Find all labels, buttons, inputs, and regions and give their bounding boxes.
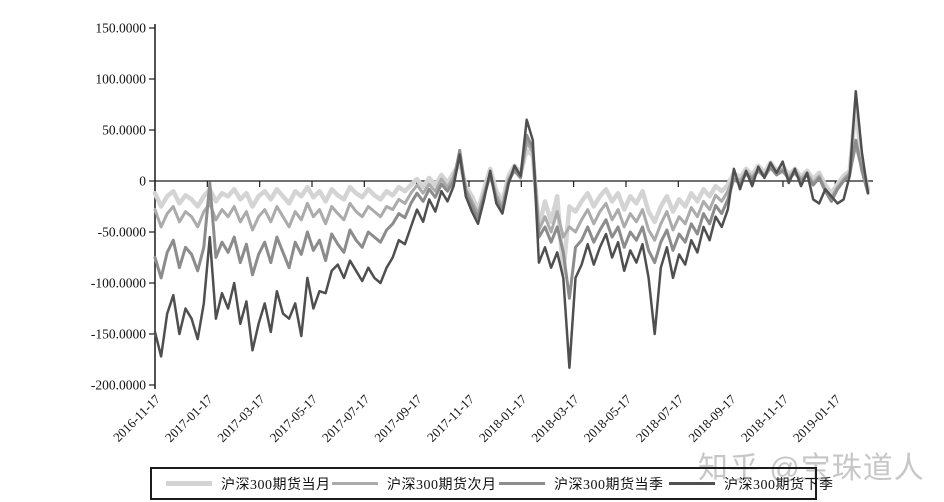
legend-item-next-month: 沪深300期货次月	[332, 469, 497, 498]
y-axis-label: -100.0000	[91, 276, 146, 291]
legend-item-current-quarter: 沪深300期货当季	[499, 469, 664, 498]
legend-label-current-quarter: 沪深300期货当季	[554, 477, 664, 493]
legend-label-current-month: 沪深300期货当月	[221, 477, 331, 493]
x-axis-label: 2018-03-17	[528, 391, 582, 445]
y-axis-label: 50.0000	[102, 123, 146, 138]
x-axis-label: 2018-01-17	[476, 391, 530, 445]
x-axis-label: 2017-03-17	[214, 391, 268, 445]
legend-item-next-quarter: 沪深300期货下季	[669, 469, 834, 498]
legend-label-next-quarter: 沪深300期货下季	[724, 477, 834, 493]
y-axis-label: 100.0000	[95, 72, 146, 87]
series-line-0	[152, 102, 871, 276]
x-axis-label: 2017-11-17	[424, 391, 478, 445]
series-line-3	[153, 89, 870, 369]
legend-label-next-month: 沪深300期货次月	[387, 477, 497, 493]
legend-item-current-month: 沪深300期货当月	[166, 469, 331, 498]
x-axis-label: 2019-01-17	[790, 391, 844, 445]
legend-swatch-next-month	[332, 482, 378, 485]
y-axis-label: 0	[139, 174, 146, 189]
x-axis-label: 2018-09-17	[685, 391, 739, 445]
x-axis-label: 2017-05-17	[267, 391, 321, 445]
legend-swatch-next-quarter	[669, 482, 715, 485]
y-axis-label: 150.0000	[95, 21, 146, 36]
legend: 沪深300期货当月 沪深300期货次月 沪深300期货当季 沪深300期货下季	[150, 467, 833, 500]
x-axis-label: 2018-11-17	[738, 391, 792, 445]
x-axis-label: 2017-01-17	[162, 391, 216, 445]
y-axis-label: -150.0000	[91, 327, 146, 342]
x-axis-label: 2016-11-17	[110, 391, 164, 445]
x-axis-label: 2017-07-17	[319, 391, 373, 445]
y-axis-label: -200.0000	[91, 378, 146, 393]
legend-swatch-current-quarter	[499, 482, 545, 485]
series-line-2	[153, 133, 870, 300]
x-axis-label: 2018-07-17	[633, 391, 687, 445]
x-axis-label: 2017-09-17	[371, 391, 425, 445]
y-axis-label: -50.0000	[98, 225, 147, 240]
legend-swatch-current-month	[166, 481, 212, 486]
x-axis-label: 2018-05-17	[581, 391, 635, 445]
